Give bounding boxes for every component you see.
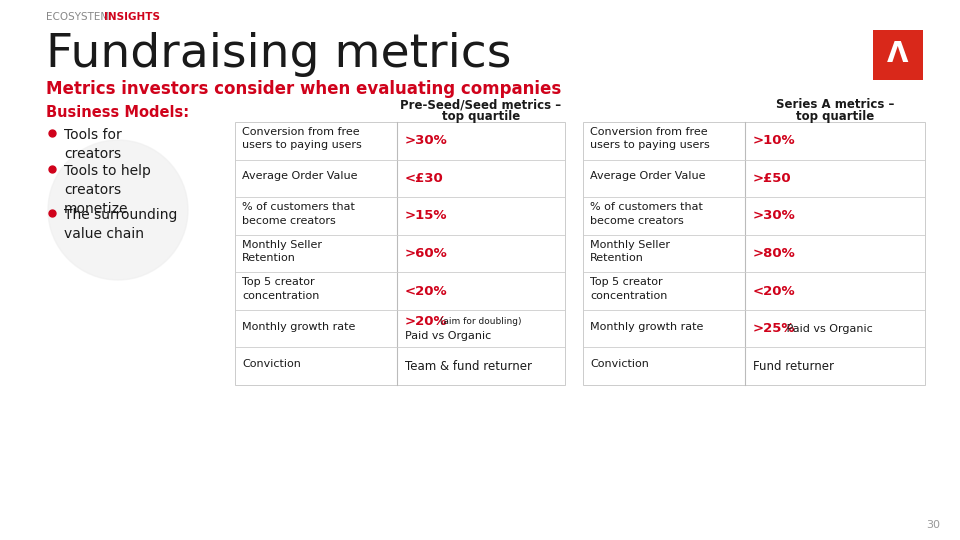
Text: Conversion from free
users to paying users: Conversion from free users to paying use… xyxy=(590,127,709,150)
Text: Monthly Seller
Retention: Monthly Seller Retention xyxy=(242,240,322,263)
Text: Monthly growth rate: Monthly growth rate xyxy=(590,322,704,332)
Text: Conviction: Conviction xyxy=(590,359,649,369)
Text: Team & fund returner: Team & fund returner xyxy=(405,360,532,373)
Text: top quartile: top quartile xyxy=(796,110,875,123)
Text: top quartile: top quartile xyxy=(442,110,520,123)
Text: >30%: >30% xyxy=(405,134,447,147)
Text: <20%: <20% xyxy=(405,285,447,298)
Text: Average Order Value: Average Order Value xyxy=(242,171,357,181)
Text: Series A metrics –: Series A metrics – xyxy=(776,98,894,111)
Text: ECOSYSTEM: ECOSYSTEM xyxy=(46,12,112,22)
Text: <20%: <20% xyxy=(753,285,796,298)
Text: >£50: >£50 xyxy=(753,172,792,185)
Text: % of customers that
become creators: % of customers that become creators xyxy=(242,202,355,226)
Text: (aim for doubling): (aim for doubling) xyxy=(437,317,521,326)
Text: Tools to help
creators
monetize: Tools to help creators monetize xyxy=(64,164,151,216)
Text: The surrounding
value chain: The surrounding value chain xyxy=(64,208,178,241)
Text: Business Models:: Business Models: xyxy=(46,105,189,120)
Text: INSIGHTS: INSIGHTS xyxy=(104,12,160,22)
Circle shape xyxy=(48,140,188,280)
Text: Pre-Seed/Seed metrics –: Pre-Seed/Seed metrics – xyxy=(400,98,562,111)
FancyBboxPatch shape xyxy=(583,122,925,385)
Text: Metrics investors consider when evaluating companies: Metrics investors consider when evaluati… xyxy=(46,80,562,98)
Text: Paid vs Organic: Paid vs Organic xyxy=(783,323,873,334)
Text: >25%: >25% xyxy=(753,322,796,335)
Text: Top 5 creator
concentration: Top 5 creator concentration xyxy=(242,278,320,301)
Text: >10%: >10% xyxy=(753,134,796,147)
Text: >30%: >30% xyxy=(753,210,796,222)
Text: Average Order Value: Average Order Value xyxy=(590,171,706,181)
Text: Conversion from free
users to paying users: Conversion from free users to paying use… xyxy=(242,127,362,150)
Text: 30: 30 xyxy=(926,520,940,530)
FancyBboxPatch shape xyxy=(235,122,565,385)
Text: >20%: >20% xyxy=(405,315,447,328)
Text: <£30: <£30 xyxy=(405,172,444,185)
Text: Conviction: Conviction xyxy=(242,359,300,369)
Text: >80%: >80% xyxy=(753,247,796,260)
Text: Tools for
creators: Tools for creators xyxy=(64,128,122,161)
Text: Top 5 creator
concentration: Top 5 creator concentration xyxy=(590,278,667,301)
Text: Fund returner: Fund returner xyxy=(753,360,834,373)
Text: % of customers that
become creators: % of customers that become creators xyxy=(590,202,703,226)
Text: >15%: >15% xyxy=(405,210,447,222)
Text: Paid vs Organic: Paid vs Organic xyxy=(405,330,492,341)
Text: Fundraising metrics: Fundraising metrics xyxy=(46,32,512,77)
Text: Monthly Seller
Retention: Monthly Seller Retention xyxy=(590,240,670,263)
Text: Monthly growth rate: Monthly growth rate xyxy=(242,322,355,332)
Text: Λ: Λ xyxy=(887,40,909,68)
Text: >60%: >60% xyxy=(405,247,447,260)
FancyBboxPatch shape xyxy=(873,30,923,80)
